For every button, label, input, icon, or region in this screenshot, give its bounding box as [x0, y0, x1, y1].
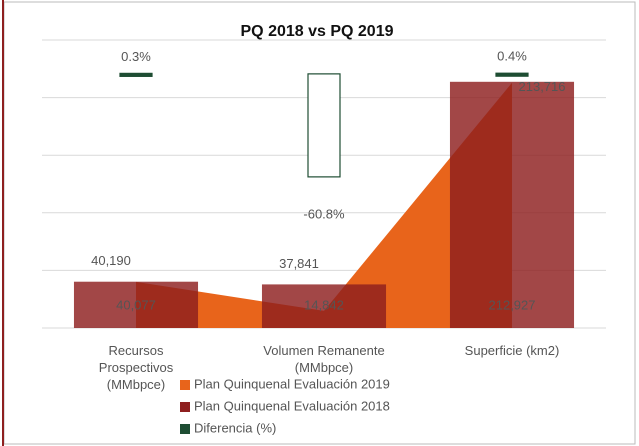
bar: [73, 281, 199, 328]
x-tick-label: Recursos Prospectivos (MMbpce): [98, 343, 174, 392]
area: [136, 82, 512, 328]
difference-marker: [495, 72, 529, 77]
chart-title: PQ 2018 vs PQ 2019: [241, 23, 394, 40]
bar: [449, 81, 575, 329]
data-label: 212,927: [489, 297, 536, 312]
x-tick-label: Volumen Remanente (MMbpce): [263, 343, 385, 375]
x-tick-label: Superficie (km2): [464, 343, 560, 358]
bar: [261, 284, 387, 328]
data-label: -60.8%: [303, 206, 345, 221]
data-label: 40,077: [116, 297, 156, 312]
data-label: 14,842: [304, 297, 344, 312]
difference-marker: [119, 72, 153, 77]
legend-swatch: [180, 380, 190, 390]
data-label: 40,190: [91, 253, 131, 268]
data-label: 37,841: [279, 256, 319, 271]
data-label: 0.4%: [497, 49, 527, 64]
data-label: 0.3%: [121, 49, 151, 64]
legend-label: Plan Quinquenal Evaluación 2019: [194, 376, 390, 391]
data-label: 213,716: [519, 79, 566, 94]
difference-marker: [307, 73, 341, 178]
legend-swatch: [180, 402, 190, 412]
legend-label: Plan Quinquenal Evaluación 2018: [194, 398, 390, 413]
legend-swatch: [180, 424, 190, 434]
legend-label: Diferencia (%): [194, 420, 276, 435]
